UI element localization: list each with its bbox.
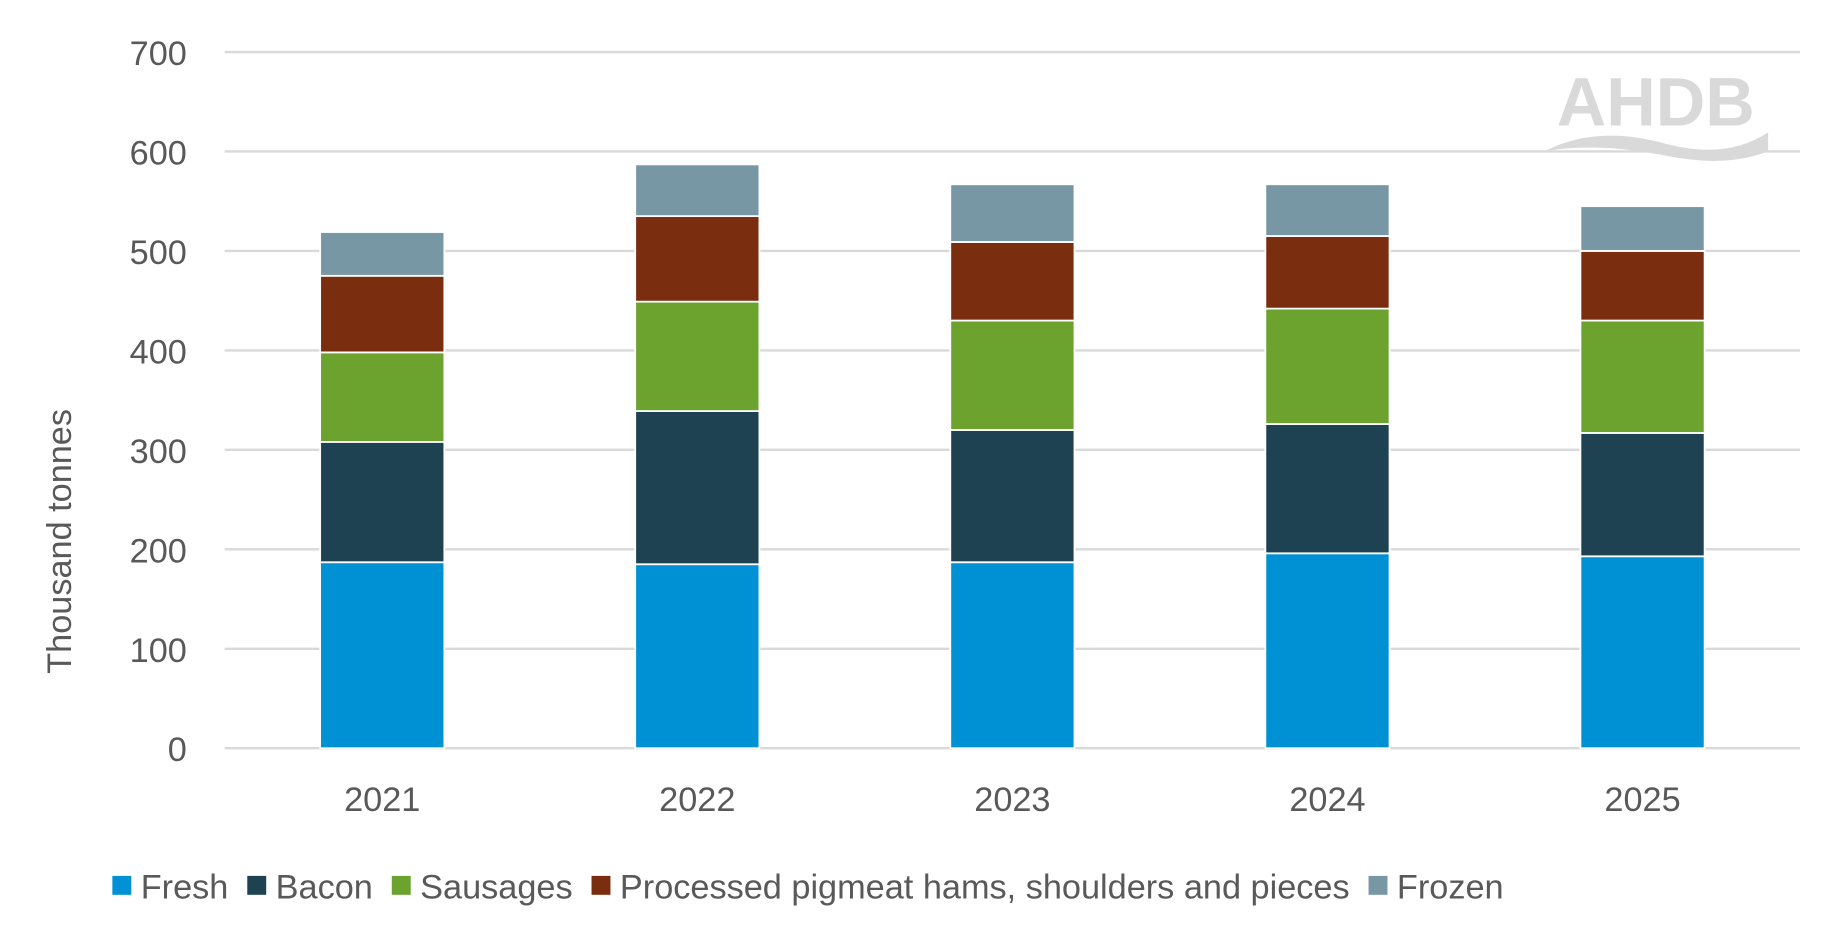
x-tick-label: 2023 [974, 781, 1050, 819]
bar-segment-processed-2022 [634, 215, 761, 303]
y-tick-label: 200 [130, 532, 187, 570]
bar-segment-fresh-2022 [634, 563, 761, 750]
bar-segment-bacon-2025 [1579, 432, 1706, 558]
bar-segment-fresh-2021 [319, 561, 446, 750]
legend-swatch [247, 875, 267, 895]
bar-segment-frozen-2022 [634, 163, 761, 218]
bar-segment-processed-2023 [949, 241, 1076, 322]
bar-segment-sausages-2025 [1579, 319, 1706, 434]
y-tick-label: 600 [130, 134, 187, 172]
bar-segment-sausages-2024 [1264, 307, 1391, 425]
bar-segment-frozen-2023 [949, 183, 1076, 243]
y-axis-label: Thousand tonnes [41, 409, 79, 674]
y-tick-label: 100 [130, 632, 187, 670]
bar-segment-processed-2025 [1579, 250, 1706, 322]
legend: Fresh Bacon Sausages Processed pigmeat hams… [112, 868, 1504, 906]
bars [319, 163, 1706, 750]
legend-swatch [1368, 875, 1388, 895]
legend-label: Frozen [1397, 868, 1504, 906]
bar-segment-processed-2024 [1264, 235, 1391, 310]
bar-segment-fresh-2023 [949, 561, 1076, 750]
bar-segment-sausages-2023 [949, 319, 1076, 431]
bar-segment-sausages-2022 [634, 300, 761, 412]
bar-segment-fresh-2025 [1579, 555, 1706, 750]
x-axis-ticks: 2021 2022 2023 2024 2025 [344, 781, 1681, 819]
y-tick-label: 500 [130, 234, 187, 272]
bar-segment-bacon-2024 [1264, 423, 1391, 555]
logo-wave [1544, 132, 1769, 161]
bar-segment-frozen-2024 [1264, 183, 1391, 237]
y-tick-label: 0 [168, 731, 187, 769]
x-tick-label: 2024 [1289, 781, 1365, 819]
bar-segment-bacon-2022 [634, 410, 761, 566]
bar-segment-frozen-2021 [319, 231, 446, 277]
ahdb-logo: AHDB [1544, 63, 1769, 161]
bar-segment-sausages-2021 [319, 351, 446, 443]
x-tick-label: 2022 [659, 781, 735, 819]
legend-label: Sausages [420, 868, 572, 906]
logo-text: AHDB [1557, 63, 1755, 140]
legend-swatch [591, 875, 611, 895]
legend-swatch [112, 875, 132, 895]
legend-swatch [391, 875, 411, 895]
y-tick-label: 700 [130, 35, 187, 73]
y-axis-ticks: 0 100 200 300 400 500 600 700 [130, 35, 187, 769]
bar-segment-fresh-2024 [1264, 552, 1391, 750]
y-tick-label: 400 [130, 333, 187, 371]
bar-segment-bacon-2021 [319, 441, 446, 564]
legend-label: Processed pigmeat hams, shoulders and pi… [620, 868, 1350, 906]
x-tick-label: 2025 [1604, 781, 1680, 819]
x-tick-label: 2021 [344, 781, 420, 819]
legend-label: Bacon [276, 868, 373, 906]
bar-segment-frozen-2025 [1579, 205, 1706, 252]
bar-segment-processed-2021 [319, 274, 446, 354]
bar-segment-bacon-2023 [949, 429, 1076, 564]
y-tick-label: 300 [130, 433, 187, 471]
legend-label: Fresh [141, 868, 229, 906]
